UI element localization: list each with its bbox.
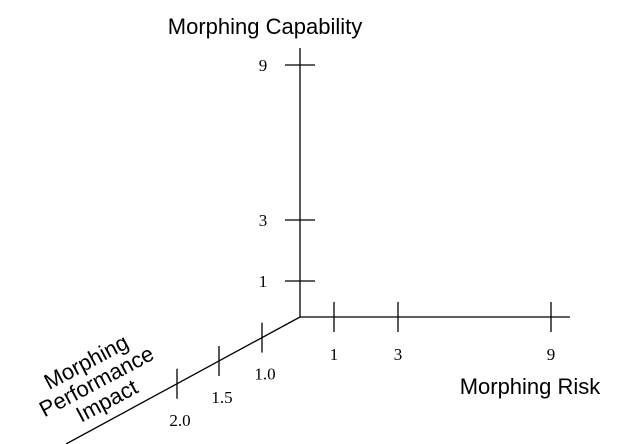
diagonal-axis xyxy=(65,316,301,444)
tick-label: 3 xyxy=(394,345,403,364)
axis-title-group: Morphing Performance Impact xyxy=(35,329,158,427)
tick-label: 1.0 xyxy=(254,365,275,384)
tick-label: 2.0 xyxy=(169,411,190,430)
axis-title: Morphing Risk xyxy=(460,374,602,399)
tick-label: 1 xyxy=(330,345,339,364)
axis-title: Morphing Capability xyxy=(168,14,362,39)
tick-label: 9 xyxy=(547,345,556,364)
tick-label: 9 xyxy=(259,56,268,75)
tick-label: 3 xyxy=(259,211,268,230)
tick-label: 1.5 xyxy=(211,388,232,407)
tick-label: 1 xyxy=(259,272,268,291)
